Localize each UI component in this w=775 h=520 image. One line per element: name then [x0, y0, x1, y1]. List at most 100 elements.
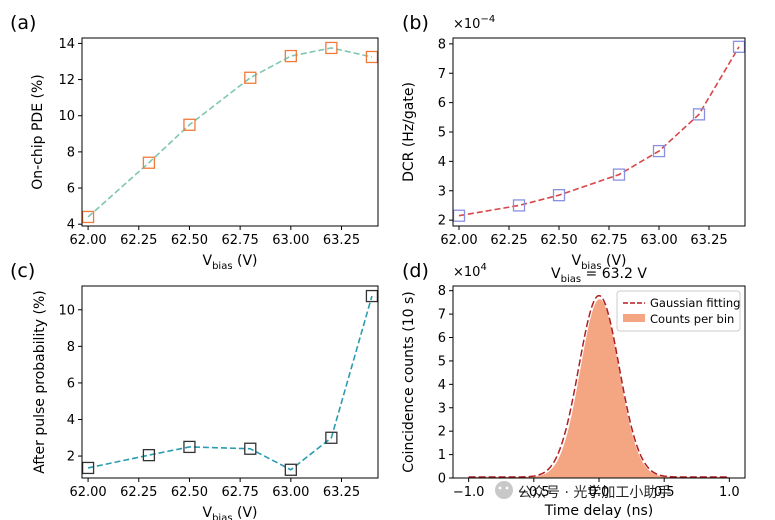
y-tick-label: 7: [438, 67, 446, 82]
panel-c: (c) 62.00 62.25 62.50 62.75 63.00 63.25 2 4 6 8 10 V…: [10, 260, 379, 520]
y-tick-label: 4: [438, 378, 446, 393]
data-point: [142, 156, 156, 169]
legend: Gaussian fitting Counts per bin: [616, 290, 741, 332]
y-tick-label: 10: [58, 303, 75, 318]
panel-d: (d) −1.0 −0.5 0.0 0.5 1.0 0 1 2 3 4 5 6 7 8 Time delay …: [401, 260, 746, 519]
data-point: [284, 49, 297, 63]
y-tick-label: 6: [67, 376, 75, 391]
panel-a: (a) 62.00 62.25 62.50 62.75 63.00 63.25 4 6 8 10 12…: [10, 12, 379, 272]
wechat-icon-eye: [498, 486, 502, 490]
data-point: [512, 199, 526, 212]
data-point: [244, 442, 257, 455]
y-tick-label: 8: [67, 340, 75, 355]
y-tick-label: 14: [58, 37, 75, 52]
data-point: [284, 463, 297, 476]
x-tick-label: 63.25: [323, 485, 360, 500]
y-tick-label: 4: [67, 413, 75, 428]
y-tick-label: 3: [438, 401, 446, 416]
data-point: [365, 50, 379, 64]
data-point: [183, 118, 196, 131]
chart-title: Vbias = 63.2 V: [551, 266, 647, 285]
y-tick-label: 3: [438, 184, 446, 199]
y-tick-label: 1: [438, 448, 446, 463]
x-tick-label: 62.00: [69, 485, 106, 500]
panel-label: (d): [402, 260, 429, 282]
data-point: [692, 108, 706, 121]
x-tick-label: 63.00: [640, 233, 677, 248]
y-tick-label: 5: [438, 354, 446, 369]
x-axis-label: Vbias (V): [572, 253, 627, 272]
x-tick-label: 62.75: [222, 233, 259, 248]
series-line: [87, 295, 373, 471]
data-point: [81, 210, 95, 224]
y-tick-label: 10: [58, 109, 75, 124]
y-tick-label: 6: [438, 96, 446, 111]
axes-frame: [81, 285, 379, 479]
data-point: [244, 71, 257, 84]
y-axis-label: On-chip PDE (%): [30, 74, 46, 190]
counts-area: [468, 299, 730, 478]
x-tick-label: 62.75: [590, 233, 627, 248]
panel-label: (a): [10, 12, 36, 34]
data-point: [325, 431, 338, 444]
data-point: [81, 461, 95, 475]
y-tick-label: 6: [67, 182, 75, 197]
y-axis-label: After pulse probability (%): [32, 290, 48, 473]
y-tick-label: 0: [438, 472, 446, 487]
x-axis-label: Time delay (ns): [544, 503, 654, 519]
x-tick-label: 62.25: [120, 233, 157, 248]
x-tick-label: −1.0: [453, 485, 485, 500]
panel-b: (b) 62.00 62.25 62.50 62.75 63.00 63.25 2 3 4 5 6 7 8…: [401, 12, 746, 272]
x-tick-label: 63.25: [323, 233, 360, 248]
x-axis-label: Vbias (V): [203, 253, 258, 272]
x-tick-label: 62.50: [540, 233, 577, 248]
x-tick-label: 1.0: [719, 485, 740, 500]
data-point: [365, 289, 379, 303]
x-tick-label: 62.25: [490, 233, 527, 248]
y-tick-label: 4: [67, 218, 75, 233]
x-tick-label: 0.0: [589, 485, 610, 500]
data-point: [183, 440, 196, 454]
series-line: [87, 47, 373, 218]
x-tick-label: 62.75: [222, 485, 259, 500]
y-tick-label: 7: [438, 308, 446, 323]
x-tick-label: 63.00: [272, 485, 309, 500]
x-axis-label: Vbias (V): [203, 505, 258, 520]
data-point: [325, 41, 338, 55]
y-tick-label: 8: [438, 37, 446, 52]
axes-frame: [452, 37, 746, 227]
y-tick-label: 8: [67, 145, 75, 160]
x-tick-label: 0.5: [654, 485, 675, 500]
panel-label: (c): [10, 260, 35, 282]
data-point: [652, 144, 666, 158]
data-point: [142, 448, 156, 462]
y-tick-label: 12: [58, 73, 75, 88]
data-point: [552, 189, 566, 202]
x-tick-label: 62.00: [69, 233, 106, 248]
gaussian-fit-line: [468, 294, 730, 478]
legend-box: [616, 290, 741, 332]
x-tick-label: 63.25: [690, 233, 727, 248]
y-axis-label: DCR (Hz/gate): [401, 82, 417, 182]
legend-counts-label: Counts per bin: [650, 312, 734, 326]
wechat-icon-eye: [505, 486, 509, 490]
y-tick-label: 2: [67, 450, 75, 465]
legend-counts-swatch: [623, 314, 645, 322]
y-tick-label: 4: [438, 155, 446, 170]
series-line: [458, 46, 740, 217]
x-tick-label: 63.00: [272, 233, 309, 248]
y-axis-label: Coincidence counts (10 s): [401, 291, 417, 473]
data-point: [612, 168, 626, 181]
axes-frame: [81, 37, 379, 227]
x-tick-label: 62.50: [171, 233, 208, 248]
wechat-icon: [495, 481, 513, 499]
y-tick-label: 6: [438, 331, 446, 346]
y-tick-label: 2: [438, 214, 446, 229]
x-tick-label: 62.25: [120, 485, 157, 500]
x-tick-label: 62.50: [171, 485, 208, 500]
axis-offset-text: ×10−4: [453, 14, 495, 32]
axis-offset-text: ×104: [453, 262, 487, 280]
panel-label: (b): [402, 12, 429, 34]
y-tick-label: 2: [438, 425, 446, 440]
